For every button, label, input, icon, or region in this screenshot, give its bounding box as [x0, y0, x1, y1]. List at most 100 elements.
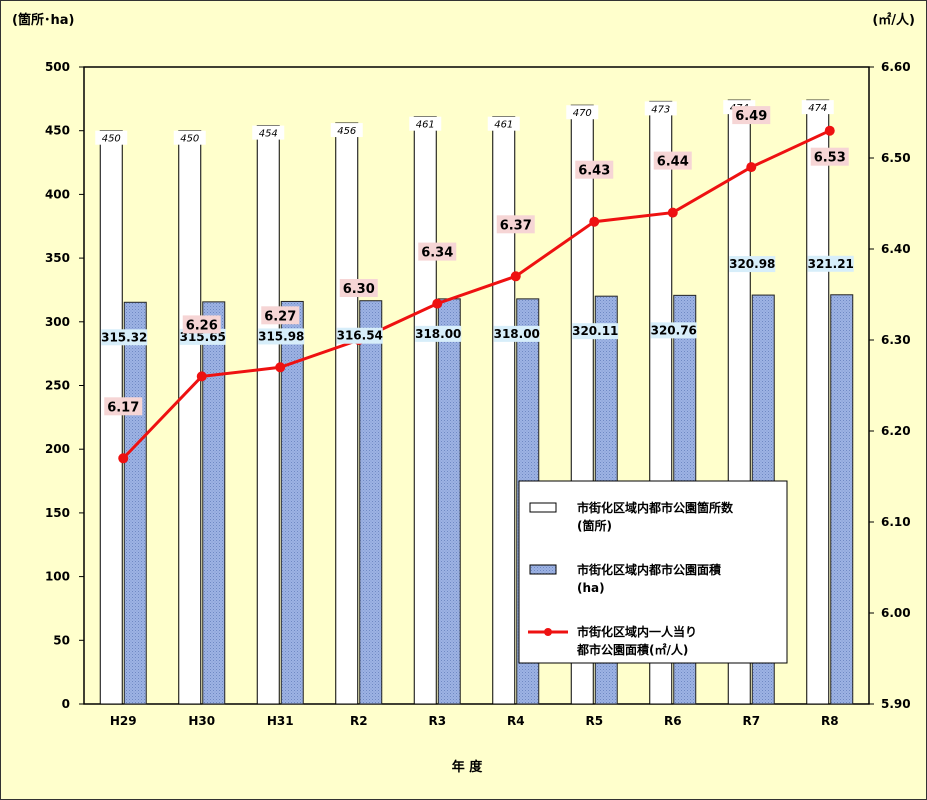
count-data-label: 461 — [416, 120, 435, 131]
bar-park-count — [806, 99, 830, 705]
count-data-label: 454 — [259, 129, 278, 140]
x-tick-label: R4 — [507, 714, 525, 728]
count-label-bg — [566, 105, 599, 120]
area-label-bg — [650, 322, 697, 339]
per-capita-line-path — [122, 129, 831, 460]
bar-park-area — [280, 300, 304, 705]
y-left-tick-label: 50 — [53, 633, 70, 647]
legend-label-area-unit: (ha) — [577, 581, 605, 595]
count-data-label: 470 — [573, 108, 592, 119]
area-data-label: 315.98 — [258, 329, 304, 343]
y-right-tick-label: 6.50 — [881, 151, 911, 165]
area-data-label: 318.00 — [415, 327, 461, 341]
y-left-tick-label: 350 — [45, 251, 70, 265]
per-capita-label-bg — [653, 151, 692, 170]
y-right-tick-label: 6.60 — [881, 60, 911, 74]
y-left-unit-label: (箇所･ha) — [12, 12, 74, 28]
y-right-tick-label: 6.30 — [881, 333, 911, 347]
bar-park-count — [335, 122, 359, 705]
legend-label-count: 市街化区域内都市公園箇所数 — [577, 500, 734, 515]
y-right-tick-label: 5.90 — [881, 697, 911, 711]
per-capita-data-label: 6.34 — [421, 246, 453, 261]
y-right-axis: 6.60 6.50 6.40 6.30 6.20 6.10 6.00 5.90 — [869, 60, 911, 711]
y-left-tick-label: 0 — [62, 697, 70, 711]
legend-swatch-count — [529, 502, 557, 513]
per-capita-point — [589, 216, 600, 227]
per-capita-label-bg — [575, 160, 614, 179]
count-data-label: 461 — [494, 120, 513, 131]
area-label-bg — [336, 327, 383, 344]
area-label-bg — [101, 329, 148, 346]
count-label-bg — [409, 116, 442, 131]
y-right-unit-label: (㎡/人) — [872, 12, 915, 28]
legend-line-marker — [544, 628, 552, 636]
per-capita-point — [118, 453, 129, 464]
y-right-tick-label: 6.20 — [881, 424, 911, 438]
bar-park-count — [178, 130, 202, 705]
area-data-label: 315.32 — [101, 330, 147, 344]
per-capita-label-bg — [496, 215, 535, 234]
area-data-label: 320.11 — [572, 324, 618, 338]
count-data-label: 450 — [180, 134, 199, 145]
per-capita-data-label: 6.43 — [578, 164, 610, 179]
per-capita-data-label: 6.44 — [657, 155, 689, 170]
per-capita-data-label: 6.53 — [814, 151, 846, 166]
area-label-bg — [807, 255, 854, 272]
per-capita-point — [746, 162, 757, 173]
per-capita-label-bg — [261, 306, 300, 325]
per-capita-data-label: 6.49 — [735, 109, 767, 124]
bar-park-count — [492, 116, 516, 705]
bar-park-area — [830, 294, 854, 705]
area-label-bg — [258, 328, 305, 345]
per-capita-label-bg — [339, 279, 378, 297]
y-left-tick-label: 500 — [45, 60, 70, 74]
y-left-tick-label: 300 — [45, 315, 70, 329]
count-label-bg — [330, 123, 363, 138]
legend-label-count-unit: (箇所) — [577, 518, 612, 533]
area-label-bg — [729, 256, 776, 273]
count-label-bg — [487, 116, 520, 131]
count-label-bg — [801, 100, 834, 115]
x-tick-label: R2 — [350, 714, 368, 728]
bar-park-area — [123, 301, 147, 705]
x-tick-label: R5 — [585, 714, 603, 728]
per-capita-point — [824, 125, 835, 136]
bar-park-count — [413, 116, 437, 705]
per-capita-data-label: 6.30 — [343, 282, 375, 297]
per-capita-point — [196, 371, 207, 382]
bar-park-count — [99, 130, 123, 705]
per-capita-data-label: 6.17 — [107, 400, 139, 415]
y-left-tick-label: 250 — [45, 379, 70, 393]
per-capita-data-label: 6.26 — [186, 318, 218, 333]
area-data-label: 316.54 — [337, 329, 383, 343]
bar-park-area — [437, 298, 461, 705]
legend-label-per-capita: 市街化区域内一人当り — [577, 624, 697, 639]
count-data-label: 456 — [337, 126, 356, 137]
area-data-label: 320.76 — [651, 323, 697, 337]
area-label-bg — [572, 323, 619, 340]
x-axis: H29 H30 H31 R2 R3 R4 R5 R6 R7 R8 — [110, 714, 839, 728]
y-left-tick-label: 100 — [45, 570, 70, 584]
legend-swatch-area — [529, 564, 557, 575]
count-label-bg — [252, 125, 285, 140]
y-left-tick-label: 150 — [45, 506, 70, 520]
y-left-tick-label: 450 — [45, 124, 70, 138]
legend: 市街化区域内都市公園箇所数 (箇所) 市街化区域内都市公園面積 (ha) 市街化… — [518, 480, 788, 664]
bar-park-count — [256, 125, 280, 705]
per-capita-data-label: 6.27 — [264, 309, 296, 324]
count-data-label: 474 — [808, 103, 827, 114]
per-capita-point — [510, 271, 521, 282]
area-data-label: 318.00 — [494, 327, 540, 341]
count-label-bg — [95, 130, 128, 145]
x-axis-label: 年 度 — [452, 759, 484, 775]
data-labels: 450315.32450315.65454315.98456316.544613… — [95, 100, 854, 416]
count-data-label: 450 — [102, 134, 121, 145]
x-tick-label: H29 — [110, 714, 137, 728]
per-capita-label-bg — [418, 242, 457, 261]
count-data-label: 473 — [651, 104, 670, 115]
bar-park-area — [359, 300, 383, 705]
area-data-label: 320.98 — [729, 257, 775, 271]
count-label-bg — [644, 101, 677, 116]
x-tick-label: R7 — [742, 714, 760, 728]
